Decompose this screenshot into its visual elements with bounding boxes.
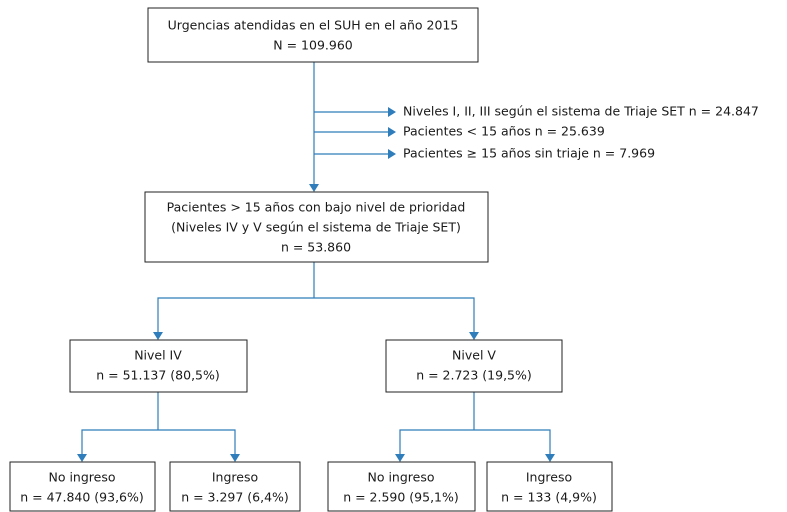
connector [399, 429, 551, 456]
node-text: n = 53.860 [281, 240, 351, 255]
box [486, 461, 613, 512]
box [327, 461, 476, 512]
arrowhead [153, 332, 163, 340]
node-text: (Niveles IV y V según el sistema de Tria… [171, 220, 461, 235]
node-text: n = 51.137 (80,5%) [96, 368, 220, 383]
node-text: Urgencias atendidas en el SUH en el año … [168, 18, 459, 33]
box [385, 339, 563, 393]
arrowhead [230, 454, 240, 462]
connector [81, 429, 236, 456]
exclusion-text: Pacientes < 15 años n = 25.639 [403, 124, 605, 139]
node-text: Ingreso [526, 470, 572, 485]
arrowhead [388, 127, 396, 137]
node-text: Nivel V [452, 348, 496, 363]
box [69, 339, 248, 393]
exclusion-text: Niveles I, II, III según el sistema de T… [403, 104, 759, 119]
node-text: Nivel IV [134, 348, 182, 363]
node-text: n = 2.590 (95,1%) [343, 490, 459, 505]
arrowhead [545, 454, 555, 462]
arrowhead [395, 454, 405, 462]
exclusion-arrows [314, 107, 396, 159]
node-text: N = 109.960 [273, 38, 353, 53]
node-text: Ingreso [212, 470, 258, 485]
box [144, 191, 489, 263]
arrowhead [77, 454, 87, 462]
arrowhead [309, 184, 319, 192]
node-text: n = 133 (4,9%) [501, 490, 597, 505]
arrowhead [469, 332, 479, 340]
exclusion-text: Pacientes ≥ 15 años sin triaje n = 7.969 [403, 146, 655, 161]
node-text: No ingreso [367, 470, 434, 485]
node-text: n = 47.840 (93,6%) [20, 490, 144, 505]
node-text: Pacientes > 15 años con bajo nivel de pr… [167, 200, 466, 215]
node-text: n = 2.723 (19,5%) [416, 368, 532, 383]
node-text: No ingreso [48, 470, 115, 485]
node-text: n = 3.297 (6,4%) [181, 490, 289, 505]
box [169, 461, 301, 512]
arrowhead [388, 149, 396, 159]
box [9, 461, 156, 512]
box [147, 7, 479, 63]
arrowhead [388, 107, 396, 117]
connector [157, 297, 475, 334]
